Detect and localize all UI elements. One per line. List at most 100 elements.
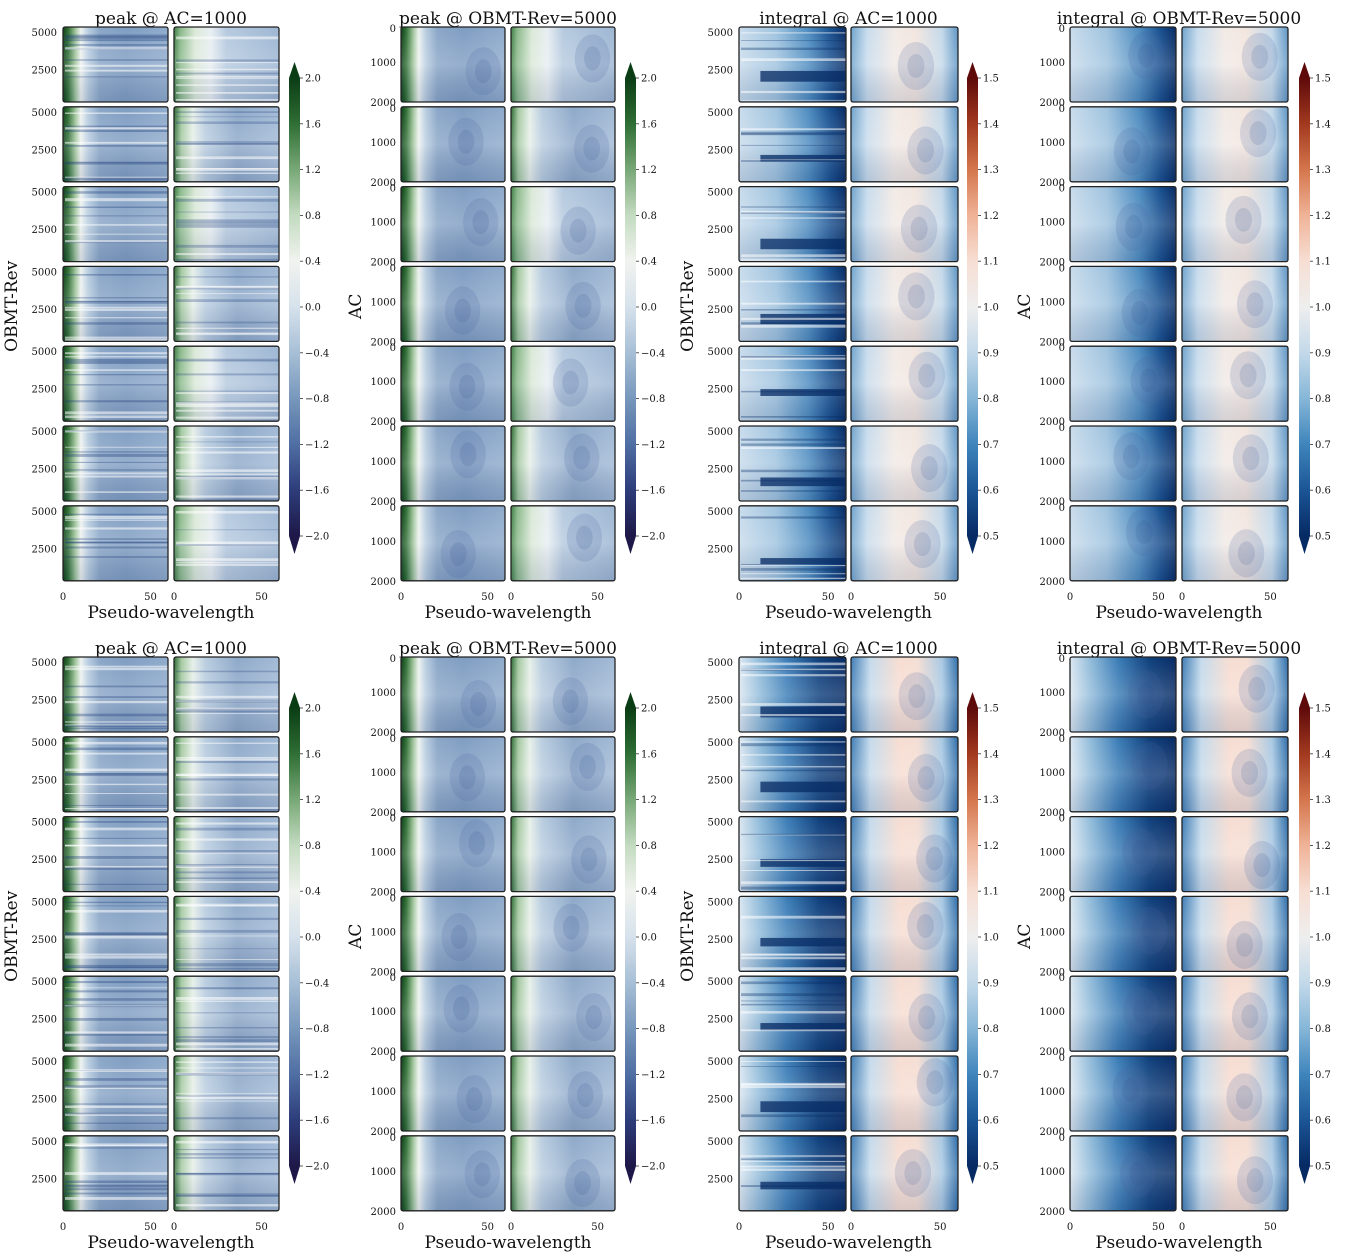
stripe-mark — [741, 568, 846, 571]
y-tick-label: 1000 — [1040, 297, 1065, 308]
x-tick-label: 50 — [591, 1222, 604, 1233]
stripe-mark — [65, 1143, 168, 1147]
stripe-mark — [176, 451, 279, 454]
stripe-mark — [741, 516, 846, 519]
heatmap-panel-shade — [401, 266, 505, 342]
contour-blob — [449, 542, 467, 567]
y-tick-label: 2500 — [708, 1015, 733, 1026]
heatmap-panel-shade — [401, 657, 505, 732]
band-mark — [760, 238, 846, 250]
contour-blob — [552, 358, 589, 407]
panel-frame — [738, 815, 847, 893]
heatmap-panel-shade — [739, 1135, 846, 1211]
contour-blob — [1239, 363, 1257, 388]
stripe-mark — [176, 1172, 279, 1175]
panel-frame — [510, 815, 616, 893]
y-tick-label: 2000 — [1040, 337, 1065, 348]
colorbar-tick-label: −1.6 — [641, 486, 665, 497]
x-tick-label: 50 — [1152, 1222, 1165, 1233]
heatmap-panel-shade — [401, 736, 505, 812]
stripe-mark — [741, 1168, 846, 1171]
band-mark — [760, 70, 846, 82]
colorbar-tick-label: 1.3 — [1315, 795, 1331, 806]
stripe-mark — [176, 1039, 279, 1042]
y-tick-label: 5000 — [32, 108, 57, 119]
panel-frame — [1181, 1055, 1289, 1132]
heatmap-panel-shade — [401, 505, 505, 581]
heatmap-panel-shade — [1182, 106, 1288, 182]
contour-blob — [585, 1005, 603, 1030]
colorbar-tick-label: −0.4 — [641, 978, 665, 989]
y-tick-label: 1000 — [371, 768, 396, 779]
panel-frame — [62, 736, 169, 813]
panel-frame — [62, 185, 169, 263]
panel-frame — [173, 1135, 280, 1212]
contour-blob — [1226, 1073, 1263, 1122]
colorbar-tick-label: 0.8 — [641, 841, 657, 852]
heatmap-panel-shade — [511, 266, 615, 342]
y-tick-label: 2000 — [1040, 1207, 1065, 1218]
y-tick-label: 1000 — [371, 927, 396, 938]
colorbar-tick-label: −0.4 — [641, 348, 665, 359]
panel-frame — [400, 815, 506, 893]
x-tick-label: 0 — [736, 592, 742, 603]
contour-blob — [465, 47, 501, 96]
x-axis-label: Pseudo-wavelength — [765, 1233, 932, 1253]
colorbar — [625, 78, 636, 536]
colorbar-tick-label: −0.8 — [305, 1024, 329, 1035]
stripe-mark — [65, 1122, 168, 1124]
y-tick-label: 5000 — [32, 977, 57, 988]
stripe-mark — [65, 69, 168, 72]
colorbar-tick-label: 0.5 — [983, 532, 999, 543]
y-axis-label: OBMT-Rev — [2, 260, 22, 352]
panel-frame — [173, 1055, 280, 1132]
y-tick-label: 5000 — [32, 818, 57, 829]
panel-frame — [400, 1055, 506, 1132]
heatmap-panel-shade — [1182, 896, 1288, 972]
y-tick-label: 0 — [1059, 814, 1065, 825]
panel-frame — [62, 265, 169, 343]
heatmap-panel-shade — [851, 816, 958, 892]
panel-frame — [400, 26, 506, 103]
y-tick-label: 2000 — [1040, 178, 1065, 189]
heatmap-panel-shade — [739, 657, 846, 732]
heatmap-panel-shade — [851, 1135, 958, 1211]
contour-blob — [564, 433, 600, 482]
stripe-mark — [176, 285, 279, 288]
colorbar-tick-label: −1.6 — [305, 1116, 329, 1127]
stripe-mark — [176, 84, 279, 86]
stripe-mark — [176, 1117, 279, 1120]
panel-frame — [173, 185, 280, 263]
stripe-mark — [65, 1033, 168, 1036]
stripe-mark — [176, 1061, 279, 1063]
heatmap-panel-shade — [1182, 1056, 1288, 1131]
subplot-title: peak @ OBMT-Rev=5000 — [399, 9, 617, 29]
colorbar-tick-label: 1.5 — [1315, 704, 1331, 715]
x-axis-label: Pseudo-wavelength — [765, 603, 932, 623]
colorbar-tick-label: 0.0 — [641, 933, 657, 944]
contour-blob — [569, 742, 606, 791]
stripe-mark — [741, 217, 846, 219]
contour-blob — [468, 831, 486, 856]
colorbar-tick-label: 0.8 — [305, 211, 321, 222]
stripe-mark — [65, 112, 168, 114]
y-tick-label: 2000 — [1040, 888, 1065, 899]
stripe-mark — [741, 967, 846, 970]
y-tick-label: 5000 — [708, 28, 733, 39]
heatmap-panel-shade — [63, 186, 168, 262]
panel-frame — [400, 736, 506, 813]
y-tick-label: 0 — [1059, 24, 1065, 35]
stripe-mark — [65, 783, 168, 786]
stripe-mark — [741, 317, 846, 320]
panel-frame — [173, 345, 280, 422]
heatmap-panel-shade — [851, 657, 958, 732]
stripe-mark — [65, 865, 168, 868]
y-tick-label: 1000 — [371, 457, 396, 468]
stripe-mark — [741, 447, 846, 449]
stripe-mark — [176, 286, 279, 289]
panel-frame — [850, 815, 959, 893]
y-tick-label: 2500 — [708, 1174, 733, 1185]
colorbar-tick-label: 0.0 — [305, 933, 321, 944]
heatmap-panel-shade — [739, 505, 846, 581]
stripe-mark — [176, 959, 279, 960]
